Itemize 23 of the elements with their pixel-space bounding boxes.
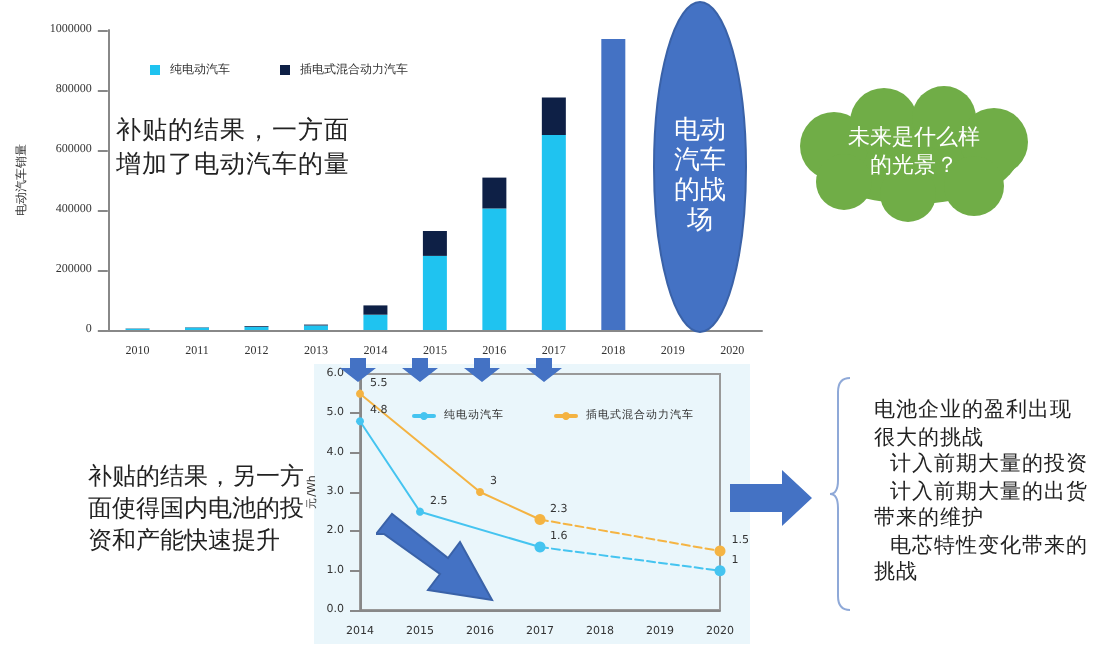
bar	[422, 255, 447, 330]
point	[356, 417, 364, 426]
point	[416, 507, 424, 516]
point	[476, 488, 484, 496]
bar	[601, 39, 626, 330]
text: 计入前期大量的出货带来的维护	[874, 479, 1088, 530]
text: 电池企业的盈利出现很大的挑战	[874, 398, 1072, 449]
bar	[541, 97, 566, 135]
bar	[363, 314, 388, 330]
annotation: 电动汽车的战场	[674, 116, 726, 236]
bar	[541, 135, 566, 330]
bar	[482, 177, 507, 209]
text: 计入前期大量的投资	[890, 452, 1088, 476]
bar	[422, 231, 447, 256]
point	[714, 565, 726, 577]
bar	[363, 305, 388, 315]
point	[356, 389, 364, 398]
annotation: 补贴的结果，一方面增加了电动汽车的量	[116, 114, 350, 178]
point	[714, 545, 726, 557]
text: 未来是什么样的光景？	[848, 124, 980, 178]
bar	[482, 208, 507, 330]
text: 补贴的结果，另一方面使得国内电池的投资和产能快速提升	[88, 462, 304, 554]
text: 电芯特性变化带来的挑战	[874, 533, 1088, 584]
